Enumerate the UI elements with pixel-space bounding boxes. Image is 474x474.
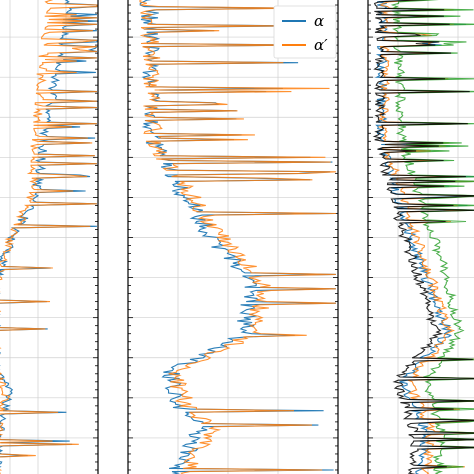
panel-left — [0, 0, 99, 474]
series-line-line-3 — [372, 0, 474, 474]
plot-frame — [367, 0, 369, 474]
series-line-alpha-1 — [139, 0, 336, 474]
series-line-line-0 — [374, 0, 474, 474]
legend-label-alpha-prime: α′ — [314, 36, 328, 54]
plot-frame — [97, 0, 99, 474]
series-line-line-1 — [377, 0, 474, 474]
plot-frame — [127, 0, 339, 474]
series-line-line-0 — [0, 0, 99, 468]
legend-label-alpha: α — [314, 12, 324, 30]
series-line-line-1 — [0, 0, 98, 474]
panel-middle — [127, 0, 339, 474]
legend: α α′ — [273, 5, 337, 59]
panel-right — [367, 0, 474, 474]
series-line-alpha-0 — [139, 0, 336, 474]
